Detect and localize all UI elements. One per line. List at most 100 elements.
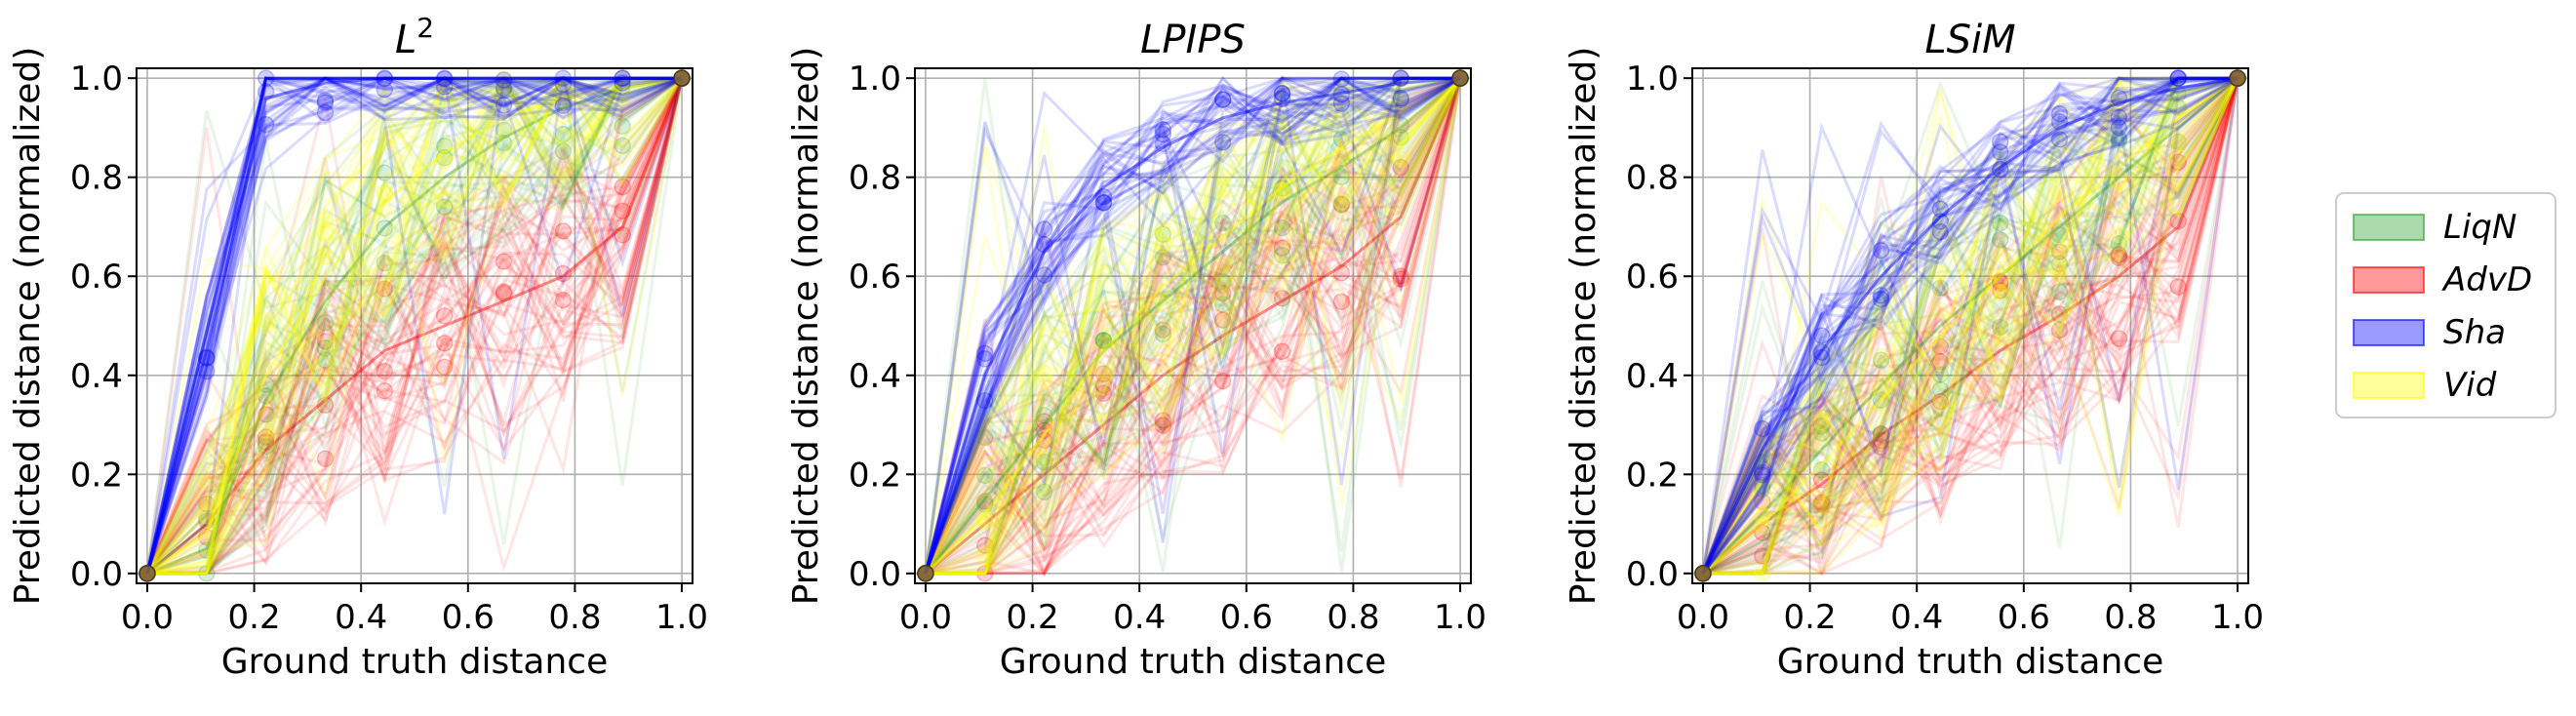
series-line-Sha bbox=[1701, 76, 2238, 575]
series-line-AdvD bbox=[146, 77, 684, 576]
series-line-Vid bbox=[926, 77, 1462, 576]
series-line-Sha bbox=[145, 76, 682, 575]
series-line-AdvD bbox=[146, 77, 684, 576]
series-line-Sha bbox=[924, 76, 1461, 575]
series-line-Vid bbox=[926, 77, 1462, 576]
x-tick-label: 0.6 bbox=[442, 598, 495, 637]
data-point-Sha bbox=[495, 79, 513, 98]
data-point-LiqN bbox=[1094, 332, 1113, 349]
series-line-AdvD bbox=[1701, 77, 2239, 575]
series-line-AdvD bbox=[1701, 77, 2239, 575]
series-line-Sha bbox=[924, 76, 1460, 575]
data-point-AdvD bbox=[2169, 278, 2187, 296]
chart-title: LPIPS bbox=[1140, 18, 1246, 62]
data-point-Sha bbox=[554, 69, 573, 87]
data-point-AdvD bbox=[1931, 392, 1950, 411]
series-line-LiqN bbox=[924, 76, 1461, 575]
legend-swatch-LiqN bbox=[2353, 214, 2425, 241]
series-mean-line-LiqN bbox=[924, 77, 1461, 575]
series-line-Sha bbox=[145, 76, 683, 575]
series-line-AdvD bbox=[925, 77, 1462, 576]
series-line-Vid bbox=[1701, 76, 2238, 575]
series-line-Sha bbox=[145, 75, 682, 575]
series-line-AdvD bbox=[145, 77, 684, 575]
data-point-Sha bbox=[1991, 143, 2009, 161]
series-line-LiqN bbox=[145, 76, 682, 575]
series-line-AdvD bbox=[924, 77, 1462, 575]
data-point-Sha bbox=[1991, 133, 2009, 151]
data-point-Sha bbox=[614, 74, 631, 92]
series-line-AdvD bbox=[145, 77, 684, 574]
data-point-Sha bbox=[2110, 89, 2128, 107]
series-line-Sha bbox=[145, 76, 682, 575]
series-line-AdvD bbox=[924, 77, 1462, 575]
series-line-AdvD bbox=[925, 77, 1462, 576]
data-point-Vid bbox=[1332, 192, 1351, 211]
series-line-AdvD bbox=[924, 77, 1462, 578]
series-line-AdvD bbox=[924, 77, 1462, 575]
data-point-Vid bbox=[1931, 394, 1950, 413]
series-line-Vid bbox=[924, 73, 1461, 575]
series-line-Vid bbox=[146, 76, 682, 576]
series-line-AdvD bbox=[145, 77, 684, 575]
series-line-AdvD bbox=[146, 77, 684, 576]
x-tick-label: 0.2 bbox=[228, 598, 281, 637]
data-point-Sha bbox=[1991, 160, 2009, 179]
data-point-Sha bbox=[1332, 95, 1351, 112]
series-line-AdvD bbox=[147, 76, 683, 576]
series-line-Vid bbox=[145, 76, 683, 575]
data-point-AdvD bbox=[2050, 305, 2069, 323]
data-point-LiqN bbox=[1213, 214, 1232, 232]
data-point-Vid bbox=[1094, 297, 1113, 315]
series-line-LiqN bbox=[147, 76, 684, 576]
series-line-LiqN bbox=[1701, 76, 2238, 575]
series-line-Sha bbox=[1701, 76, 2239, 575]
series-line-AdvD bbox=[1703, 77, 2239, 576]
series-line-LiqN bbox=[146, 76, 682, 576]
data-point-LiqN bbox=[1872, 351, 1890, 369]
data-point-Vid bbox=[1812, 428, 1831, 447]
series-line-Vid bbox=[1703, 77, 2239, 576]
series-line-Vid bbox=[925, 76, 1461, 576]
data-point-Sha bbox=[1392, 90, 1409, 107]
series-line-Vid bbox=[926, 76, 1460, 576]
data-point-AdvD bbox=[1332, 264, 1351, 282]
series-LiqN bbox=[1694, 69, 2246, 582]
data-point-Sha bbox=[495, 96, 513, 114]
series-line-Sha bbox=[145, 76, 682, 575]
data-point-AdvD bbox=[2050, 321, 2069, 339]
data-point-Vid bbox=[257, 421, 275, 440]
data-point-AdvD bbox=[1154, 417, 1172, 434]
series-line-Vid bbox=[925, 76, 1460, 575]
data-point-LiqN bbox=[614, 117, 631, 136]
data-point-Vid bbox=[1872, 457, 1890, 475]
series-line-LiqN bbox=[926, 77, 1462, 576]
series-mean-line-Vid bbox=[924, 76, 1461, 575]
series-line-Sha bbox=[924, 76, 1461, 575]
series-line-LiqN bbox=[145, 76, 682, 575]
series-line-Vid bbox=[924, 76, 1461, 575]
series-line-AdvD bbox=[145, 77, 684, 575]
endpoint-marker bbox=[673, 69, 691, 87]
data-point-LiqN bbox=[1332, 168, 1351, 186]
y-tick-label: 0.8 bbox=[1626, 159, 1679, 198]
series-line-Vid bbox=[1701, 76, 2238, 575]
data-point-Sha bbox=[554, 97, 573, 115]
series-line-AdvD bbox=[924, 77, 1462, 575]
data-point-Vid bbox=[1094, 364, 1113, 381]
series-line-Vid bbox=[926, 75, 1462, 576]
data-point-Sha bbox=[1035, 235, 1053, 254]
data-point-Sha bbox=[316, 103, 335, 122]
data-point-AdvD bbox=[2110, 246, 2128, 264]
series-mean-line-LiqN bbox=[1701, 77, 2239, 575]
data-point-Vid bbox=[198, 494, 216, 512]
series-line-Sha bbox=[924, 76, 1460, 575]
series-line-Sha bbox=[145, 76, 682, 575]
data-point-Sha bbox=[614, 69, 631, 87]
data-point-AdvD bbox=[1872, 438, 1890, 457]
series-line-Sha bbox=[145, 76, 683, 575]
series-line-Vid bbox=[146, 75, 682, 576]
series-line-Sha bbox=[1701, 76, 2238, 575]
series-line-Sha bbox=[1701, 76, 2238, 575]
y-tick-label: 1.0 bbox=[1626, 60, 1679, 99]
